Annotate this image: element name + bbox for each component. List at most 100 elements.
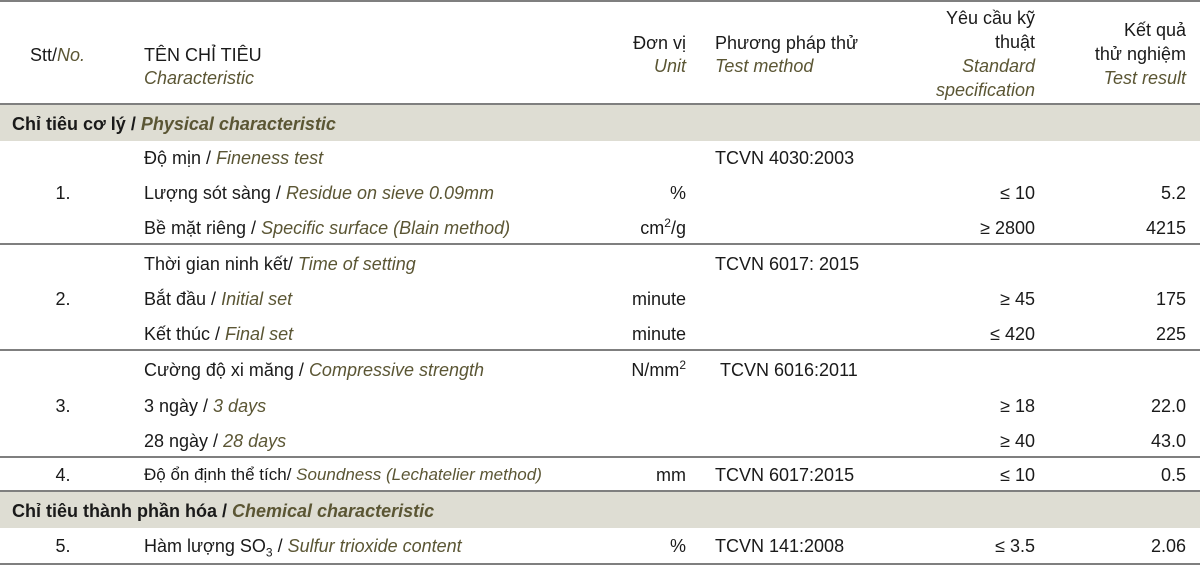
g4-r1-vi: Độ ổn định thể tích/ bbox=[144, 465, 297, 484]
header-unit-vi: Đơn vị bbox=[633, 33, 686, 53]
g3-r3-characteristic: 28 ngày / 28 days bbox=[144, 430, 286, 452]
header-name-vi: TÊN CHỈ TIÊU bbox=[144, 45, 262, 65]
g5-r1-vi-sub: 3 bbox=[265, 545, 273, 560]
g3-r1-characteristic: Cường độ xi măng / Compressive strength bbox=[144, 359, 484, 381]
section-physical-en: Physical characteristic bbox=[140, 114, 336, 134]
g3-r3-spec: ≥ 40 bbox=[1000, 431, 1035, 451]
header-spec-en-1: Standard bbox=[961, 56, 1035, 76]
group3-divider bbox=[0, 456, 1200, 458]
g1-r2-en: Residue on sieve 0.09mm bbox=[285, 183, 495, 203]
section-chemical-vi: Chỉ tiêu thành phần hóa / bbox=[12, 501, 232, 521]
g2-r3-vi: Kết thúc / bbox=[144, 324, 226, 344]
g1-r3-unit: cm2/g bbox=[640, 217, 686, 239]
g4-r1-method: TCVN 6017:2015 bbox=[715, 465, 855, 485]
g3-r3-vi: 28 ngày / bbox=[144, 431, 224, 451]
g4-r1-en: Soundness (Lechatelier method) bbox=[296, 465, 542, 484]
g3-r1-unit: N/mm2 bbox=[631, 359, 686, 381]
g2-r3-characteristic: Kết thúc / Final set bbox=[144, 323, 293, 345]
section-chemical-label: Chỉ tiêu thành phần hóa / Chemical chara… bbox=[12, 500, 434, 522]
section-physical-label: Chỉ tiêu cơ lý / Physical characteristic bbox=[12, 113, 336, 135]
g1-r3-result: 4215 bbox=[1145, 218, 1186, 238]
g1-r3-vi: Bề mặt riêng / bbox=[144, 218, 262, 238]
group4-divider bbox=[0, 490, 1200, 492]
g5-r1-vi-a: Hàm lượng SO bbox=[144, 536, 266, 556]
section-physical-vi: Chỉ tiêu cơ lý / bbox=[12, 114, 141, 134]
header-name-en: Characteristic bbox=[144, 68, 255, 88]
group5-number: 5. bbox=[55, 536, 71, 556]
table-bottom-border bbox=[0, 563, 1200, 565]
g4-r1-characteristic: Độ ổn định thể tích/ Soundness (Lechatel… bbox=[144, 464, 542, 486]
g1-r3-unit-base: cm bbox=[640, 218, 665, 238]
header-spec-en-2: specification bbox=[935, 80, 1035, 100]
group1-number: 1. bbox=[55, 183, 71, 203]
group4-number: 4. bbox=[55, 465, 71, 485]
g5-r1-spec: ≤ 3.5 bbox=[995, 536, 1035, 556]
g2-r3-spec: ≤ 420 bbox=[990, 324, 1035, 344]
g1-r3-en: Specific surface (Blain method) bbox=[261, 218, 511, 238]
g5-r1-en: Sulfur trioxide content bbox=[287, 536, 462, 556]
header-stt-vi: Stt/ bbox=[30, 45, 58, 65]
g2-r1-en: Time of setting bbox=[297, 254, 416, 274]
g3-r1-vi: Cường độ xi măng / bbox=[144, 360, 309, 380]
table-top-border bbox=[0, 0, 1200, 2]
g2-r1-vi: Thời gian ninh kết/ bbox=[144, 254, 298, 274]
g2-r3-en: Final set bbox=[225, 324, 294, 344]
g3-r3-en: 28 days bbox=[223, 431, 287, 451]
g2-r1-characteristic: Thời gian ninh kết/ Time of setting bbox=[144, 253, 416, 275]
g4-r1-spec: ≤ 10 bbox=[1000, 465, 1035, 485]
g1-r1-vi: Độ mịn / bbox=[144, 148, 217, 168]
g4-r1-result: 0.5 bbox=[1160, 465, 1186, 485]
g2-r2-vi: Bắt đầu / bbox=[144, 289, 222, 309]
g2-r2-en: Initial set bbox=[221, 289, 293, 309]
header-spec-vi-1: Yêu cầu kỹ bbox=[945, 8, 1035, 28]
g3-r1-unit-sup: 2 bbox=[679, 358, 686, 372]
g3-r2-characteristic: 3 ngày / 3 days bbox=[144, 395, 266, 417]
g1-r3-unit-sup: 2 bbox=[664, 216, 671, 230]
g3-r1-unit-base: N/mm bbox=[631, 360, 680, 380]
group1-divider bbox=[0, 243, 1200, 245]
g1-r1-en: Fineness test bbox=[216, 148, 324, 168]
header-result-vi-1: Kết quả bbox=[1123, 20, 1186, 40]
header-bottom-border bbox=[0, 103, 1200, 105]
g1-r1-method: TCVN 4030:2003 bbox=[715, 148, 855, 168]
group3-number: 3. bbox=[55, 396, 71, 416]
g5-r1-vi-b: / bbox=[272, 536, 288, 556]
g5-r1-method: TCVN 141:2008 bbox=[715, 536, 845, 556]
section-chemical: Chỉ tiêu thành phần hóa / Chemical chara… bbox=[0, 492, 1200, 528]
g3-r1-method: TCVN 6016:2011 bbox=[720, 360, 858, 380]
g1-r3-unit-tail: /g bbox=[670, 218, 686, 238]
g2-r2-characteristic: Bắt đầu / Initial set bbox=[144, 288, 292, 310]
g3-r3-result: 43.0 bbox=[1150, 431, 1186, 451]
g3-r2-en: 3 days bbox=[213, 396, 267, 416]
g1-r3-characteristic: Bề mặt riêng / Specific surface (Blain m… bbox=[144, 217, 510, 239]
g5-r1-characteristic: Hàm lượng SO3 / Sulfur trioxide content bbox=[144, 535, 462, 560]
section-chemical-en: Chemical characteristic bbox=[232, 501, 435, 521]
g5-r1-result: 2.06 bbox=[1150, 536, 1186, 556]
header-result-en: Test result bbox=[1103, 68, 1186, 88]
g2-r1-method: TCVN 6017: 2015 bbox=[715, 254, 860, 274]
g1-r2-unit: % bbox=[669, 183, 686, 203]
group2-number: 2. bbox=[55, 289, 71, 309]
header-stt: Stt/No. bbox=[30, 44, 85, 67]
g1-r2-spec: ≤ 10 bbox=[1000, 183, 1035, 203]
header-unit-en: Unit bbox=[653, 56, 686, 76]
g2-r2-result: 175 bbox=[1155, 289, 1186, 309]
header-stt-en: No. bbox=[57, 45, 86, 65]
g2-r2-unit: minute bbox=[631, 289, 686, 309]
g2-r2-spec: ≥ 45 bbox=[1000, 289, 1035, 309]
g3-r2-result: 22.0 bbox=[1150, 396, 1186, 416]
header-result-vi-2: thử nghiệm bbox=[1094, 44, 1186, 64]
g4-r1-unit: mm bbox=[656, 465, 686, 485]
g3-r2-spec: ≥ 18 bbox=[1000, 396, 1035, 416]
g3-r1-en: Compressive strength bbox=[308, 360, 485, 380]
g5-r1-unit: % bbox=[669, 536, 686, 556]
g1-r2-characteristic: Lượng sót sàng / Residue on sieve 0.09mm bbox=[144, 182, 494, 204]
g1-r2-result: 5.2 bbox=[1160, 183, 1186, 203]
group2-divider bbox=[0, 349, 1200, 351]
g1-r2-vi: Lượng sót sàng / bbox=[144, 183, 286, 203]
header-spec-vi-2: thuật bbox=[994, 32, 1035, 52]
section-physical: Chỉ tiêu cơ lý / Physical characteristic bbox=[0, 105, 1200, 141]
g2-r3-result: 225 bbox=[1155, 324, 1186, 344]
header-method-en: Test method bbox=[715, 56, 814, 76]
